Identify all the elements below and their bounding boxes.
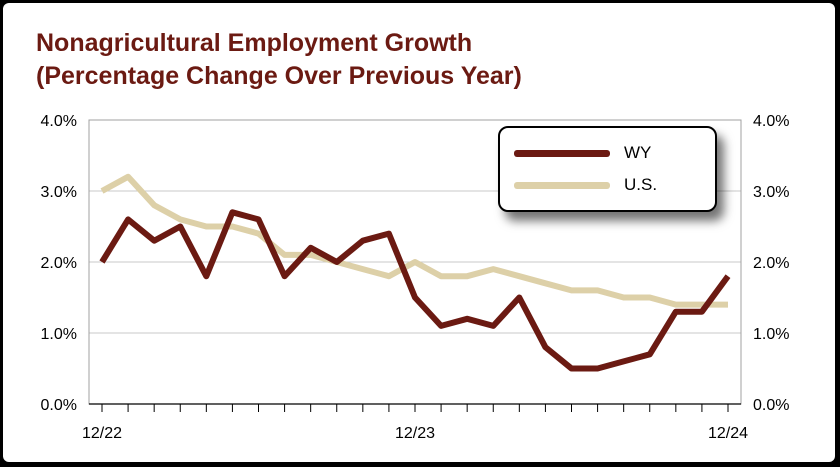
y-tick-label-right: 3.0% (753, 184, 789, 201)
y-tick-label-left: 2.0% (41, 255, 77, 272)
chart-title: Nonagricultural Employment Growth (Perce… (36, 27, 522, 93)
tick-labels: 0.0% 0.0% 1.0% 1.0% 2.0% 2.0% 3.0% 3.0% 4.0% 4.0%… (41, 113, 790, 442)
x-tick-label: 12/24 (708, 425, 748, 442)
chart-frame: Nonagricultural Employment Growth (Perce… (3, 3, 835, 462)
legend-label-wy: WY (624, 143, 652, 162)
y-tick-label-right: 0.0% (753, 397, 789, 414)
y-tick-label-right: 2.0% (753, 255, 789, 272)
series-line-us (100, 173, 728, 308)
series-lines (99, 173, 731, 372)
y-tick-label-left: 3.0% (41, 184, 77, 201)
legend-swatch-wy (514, 149, 610, 157)
legend-item-wy: WY (514, 141, 651, 165)
legend-label-us: U.S. (624, 175, 658, 194)
line-chart: 0.0% 0.0% 1.0% 1.0% 2.0% 2.0% 3.0% 3.0% 4.0% 4.0%… (41, 113, 790, 442)
axes (88, 119, 742, 412)
y-tick-label-right: 4.0% (753, 113, 789, 130)
legend-swatch-us (514, 181, 610, 189)
legend-item-us: U.S. (514, 173, 657, 197)
y-tick-label-right: 1.0% (753, 326, 789, 343)
y-tick-label-left: 4.0% (41, 113, 77, 130)
y-tick-label-left: 1.0% (41, 326, 77, 343)
x-tick-label: 12/22 (82, 425, 122, 442)
series-line-wy (99, 209, 731, 372)
chart-title-line-2: (Percentage Change Over Previous Year) (36, 62, 522, 90)
x-tick-label: 12/23 (395, 425, 435, 442)
y-tick-label-left: 0.0% (41, 397, 77, 414)
chart-title-line-1: Nonagricultural Employment Growth (36, 29, 473, 57)
chart-legend: WY U.S. (498, 126, 717, 212)
